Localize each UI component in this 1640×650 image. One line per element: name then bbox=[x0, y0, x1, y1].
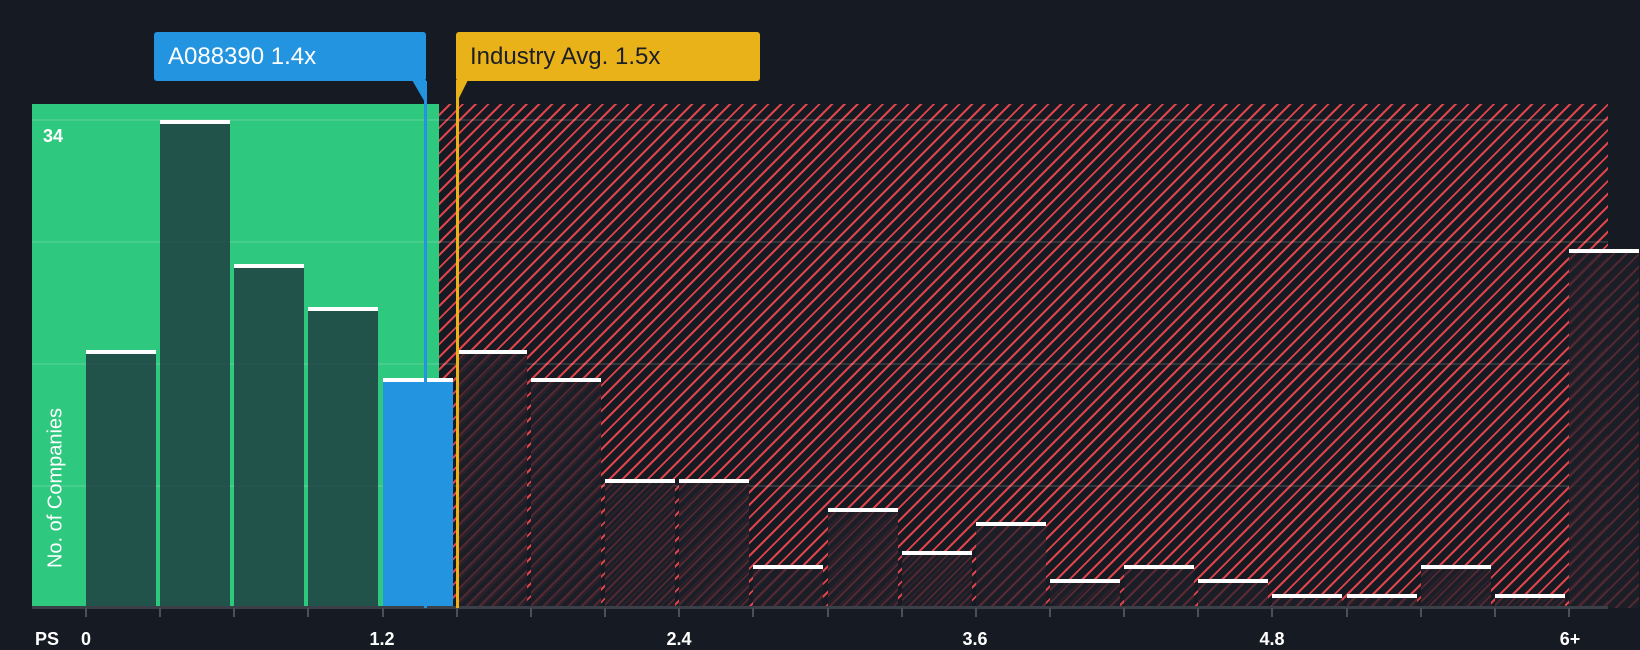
x-tick-label: 0 bbox=[80, 629, 92, 649]
histogram-bar bbox=[605, 479, 676, 608]
bar-cap bbox=[1049, 579, 1120, 583]
x-axis-tick bbox=[1346, 608, 1348, 617]
x-axis-tick bbox=[1494, 608, 1496, 617]
x-axis-tick bbox=[1123, 608, 1125, 617]
bar-cap bbox=[86, 350, 156, 354]
histogram-bar bbox=[975, 522, 1046, 608]
histogram-bar bbox=[86, 350, 156, 608]
bar-cap bbox=[456, 350, 527, 354]
histogram-bar bbox=[753, 565, 824, 608]
gridline bbox=[32, 363, 1608, 365]
x-axis-tick bbox=[530, 608, 532, 617]
bar-cap bbox=[1198, 579, 1269, 583]
overvalued-zone bbox=[439, 104, 1608, 608]
histogram-bar bbox=[308, 307, 379, 608]
histogram-bar bbox=[679, 479, 750, 608]
histogram-bar bbox=[1569, 249, 1639, 608]
x-axis-tick bbox=[1197, 608, 1199, 617]
x-axis-tick bbox=[1420, 608, 1422, 617]
histogram-bar bbox=[1494, 594, 1565, 608]
bar-cap bbox=[679, 479, 750, 483]
bar-cap bbox=[308, 307, 379, 311]
x-axis-tick bbox=[1049, 608, 1051, 617]
bar-cap bbox=[530, 378, 601, 382]
histogram-bar bbox=[1420, 565, 1491, 608]
bar-cap bbox=[975, 522, 1046, 526]
bar-cap bbox=[1494, 594, 1565, 598]
subject-callout-tail bbox=[412, 80, 426, 104]
industry-callout-label: Industry Avg. 1.5x bbox=[470, 43, 661, 70]
gridline bbox=[32, 485, 1608, 487]
histogram-bar bbox=[530, 378, 601, 608]
x-tick-label: 4.8 bbox=[1259, 629, 1285, 649]
x-axis-tick bbox=[901, 608, 903, 617]
x-axis-tick bbox=[678, 608, 680, 617]
histogram-bar bbox=[234, 264, 305, 608]
x-axis-tick bbox=[1568, 608, 1570, 617]
histogram-bar bbox=[382, 378, 453, 608]
bar-cap bbox=[160, 120, 231, 124]
x-axis-prefix: PS bbox=[35, 629, 60, 649]
histogram-bar bbox=[1272, 594, 1343, 608]
histogram-bar bbox=[827, 508, 898, 608]
x-axis-tick bbox=[827, 608, 829, 617]
subject-callout: A088390 1.4x bbox=[154, 32, 426, 81]
industry-callout-tail bbox=[456, 80, 468, 104]
x-axis-tick bbox=[233, 608, 235, 617]
histogram-bar bbox=[1198, 579, 1269, 608]
x-axis-tick bbox=[604, 608, 606, 617]
y-axis-title: No. of Companies bbox=[44, 407, 67, 569]
bar-cap bbox=[753, 565, 824, 569]
y-axis-max-label: 34 bbox=[43, 126, 64, 146]
bar-cap bbox=[382, 378, 453, 382]
x-axis-tick bbox=[307, 608, 309, 617]
bar-cap bbox=[901, 551, 972, 555]
bar-cap bbox=[1124, 565, 1195, 569]
bar-cap bbox=[1420, 565, 1491, 569]
x-tick-label: 3.6 bbox=[962, 629, 988, 649]
industry-marker-line bbox=[456, 81, 459, 608]
gridline bbox=[32, 119, 1608, 121]
x-axis-line bbox=[32, 606, 1608, 609]
x-axis-tick bbox=[752, 608, 754, 617]
bar-cap bbox=[1346, 594, 1417, 598]
x-tick-label: 1.2 bbox=[369, 629, 395, 649]
bar-cap bbox=[1569, 249, 1639, 253]
x-axis-tick bbox=[382, 608, 384, 617]
subject-callout-label: A088390 1.4x bbox=[168, 43, 317, 70]
histogram-bar bbox=[1124, 565, 1195, 608]
x-tick-label: 2.4 bbox=[666, 629, 692, 649]
chart-area bbox=[32, 104, 1639, 608]
subject-marker-line bbox=[424, 81, 427, 608]
industry-callout: Industry Avg. 1.5x bbox=[456, 32, 760, 81]
bar-cap bbox=[1272, 594, 1343, 598]
x-tick-label: 6+ bbox=[1559, 629, 1581, 649]
histogram-bar bbox=[901, 551, 972, 608]
bar-cap bbox=[234, 264, 305, 268]
x-axis-tick bbox=[456, 608, 458, 617]
histogram-bar bbox=[1346, 594, 1417, 608]
histogram-bar bbox=[456, 350, 527, 608]
histogram-bar bbox=[160, 120, 231, 608]
gridline bbox=[32, 241, 1608, 243]
x-axis-tick bbox=[975, 608, 977, 617]
x-axis-tick bbox=[1271, 608, 1273, 617]
histogram-bar bbox=[1049, 579, 1120, 608]
x-axis-tick bbox=[159, 608, 161, 617]
x-axis-tick bbox=[85, 608, 87, 617]
bar-cap bbox=[827, 508, 898, 512]
bar-cap bbox=[605, 479, 676, 483]
